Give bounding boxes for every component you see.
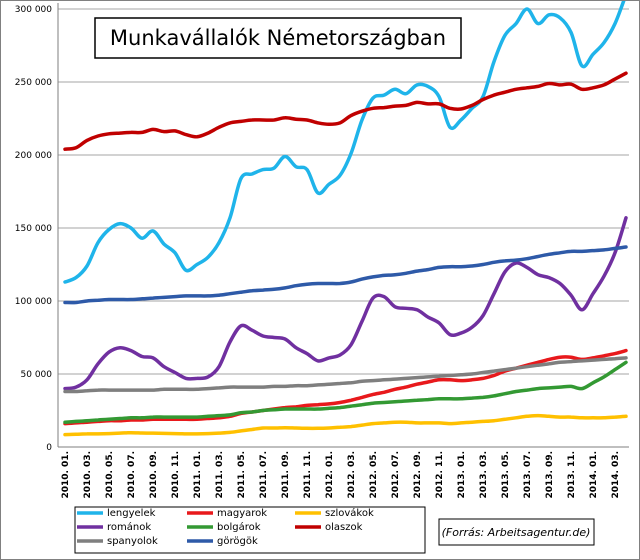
y-axis-labels: 0 50 000 100 000 150 000 200 000 250 000 300 0…: [15, 5, 52, 453]
grid-layer: [57, 3, 629, 448]
legend-item-románok: románok: [77, 521, 151, 533]
x-axis-labels: 2010. 01. 2010. 03. 2010. 05. 2010. 07. 2010…: [61, 451, 621, 499]
series-line-olaszok: [63, 71, 628, 151]
y-tick-label: 200 000: [15, 151, 52, 161]
legend-label: magyarok: [217, 508, 267, 519]
legend: lengyelek magyarok szlovákok románok bolgáro…: [74, 506, 426, 554]
x-tick-label: 2014. 03.: [611, 451, 621, 499]
legend-label: románok: [107, 521, 151, 533]
series-line-bolgárok: [63, 360, 628, 424]
series-line-magyarok: [63, 348, 628, 426]
x-tick-label: 2012. 01.: [325, 451, 335, 499]
x-tick-label: 2011. 09.: [281, 451, 291, 499]
series-layer: [63, 1, 628, 437]
x-tick-label: 2010. 07.: [127, 451, 137, 499]
y-tick-label: 100 000: [15, 297, 52, 307]
y-tick-label: 150 000: [15, 224, 52, 234]
legend-item-lengyelek: lengyelek: [77, 508, 156, 519]
series-line-spanyolok: [63, 356, 628, 394]
x-tick-label: 2010. 09.: [149, 451, 159, 499]
y-tick-label: 0: [46, 443, 52, 453]
x-tick-label: 2012. 09.: [413, 451, 423, 499]
x-tick-label: 2012. 07.: [391, 451, 401, 499]
x-tick-label: 2013. 07.: [523, 451, 533, 499]
x-tick-label: 2013. 11.: [567, 451, 577, 499]
legend-label: görögök: [217, 536, 258, 547]
y-tick-label: 250 000: [15, 78, 52, 88]
x-tick-label: 2010. 01.: [61, 451, 71, 499]
legend-item-magyarok: magyarok: [187, 508, 267, 519]
x-tick-label: 2013. 01.: [457, 451, 467, 499]
x-tick-label: 2011. 03.: [215, 451, 225, 499]
x-tick-label: 2012. 05.: [369, 451, 379, 499]
x-tick-label: 2014. 01.: [589, 451, 599, 499]
legend-item-olaszok: olaszok: [295, 522, 363, 533]
legend-label: szlovákok: [325, 507, 374, 519]
y-tick-label: 50 000: [21, 370, 53, 380]
x-tick-label: 2011. 11.: [303, 451, 313, 499]
series-line-románok: [63, 216, 628, 391]
source-note: (Forrás: Arbeitsagentur.de): [442, 526, 591, 539]
x-tick-label: 2013. 03.: [479, 451, 489, 499]
source-box: (Forrás: Arbeitsagentur.de): [438, 518, 595, 546]
series-line-görögök: [63, 245, 628, 305]
series-line-lengyelek: [63, 1, 626, 284]
legend-label: bolgárok: [217, 521, 261, 533]
legend-label: spanyolok: [107, 536, 158, 547]
x-tick-label: 2012. 11.: [435, 451, 445, 499]
x-tick-label: 2013. 05.: [501, 451, 511, 499]
x-tick-label: 2012. 03.: [347, 451, 357, 499]
series-line-szlovákok: [63, 413, 628, 437]
chart-title: Munkavállalók Németországban: [110, 26, 446, 50]
x-tick-label: 2010. 05.: [105, 451, 115, 499]
legend-item-spanyolok: spanyolok: [77, 536, 158, 547]
x-tick-label: 2010. 03.: [83, 451, 93, 499]
legend-item-görögök: görögök: [187, 536, 258, 547]
y-tick-label: 300 000: [15, 5, 52, 15]
legend-item-szlovákok: szlovákok: [295, 507, 374, 519]
x-tick-label: 2011. 01.: [193, 451, 203, 499]
x-tick-label: 2010. 11.: [171, 451, 181, 499]
chart-title-box: Munkavállalók Németországban: [94, 17, 462, 59]
x-tick-label: 2013. 09.: [545, 451, 555, 499]
x-tick-label: 2011. 05.: [237, 451, 247, 499]
x-tick-label: 2011. 07.: [259, 451, 269, 499]
legend-item-bolgárok: bolgárok: [187, 521, 261, 533]
legend-label: lengyelek: [107, 508, 156, 519]
legend-label: olaszok: [325, 522, 363, 533]
